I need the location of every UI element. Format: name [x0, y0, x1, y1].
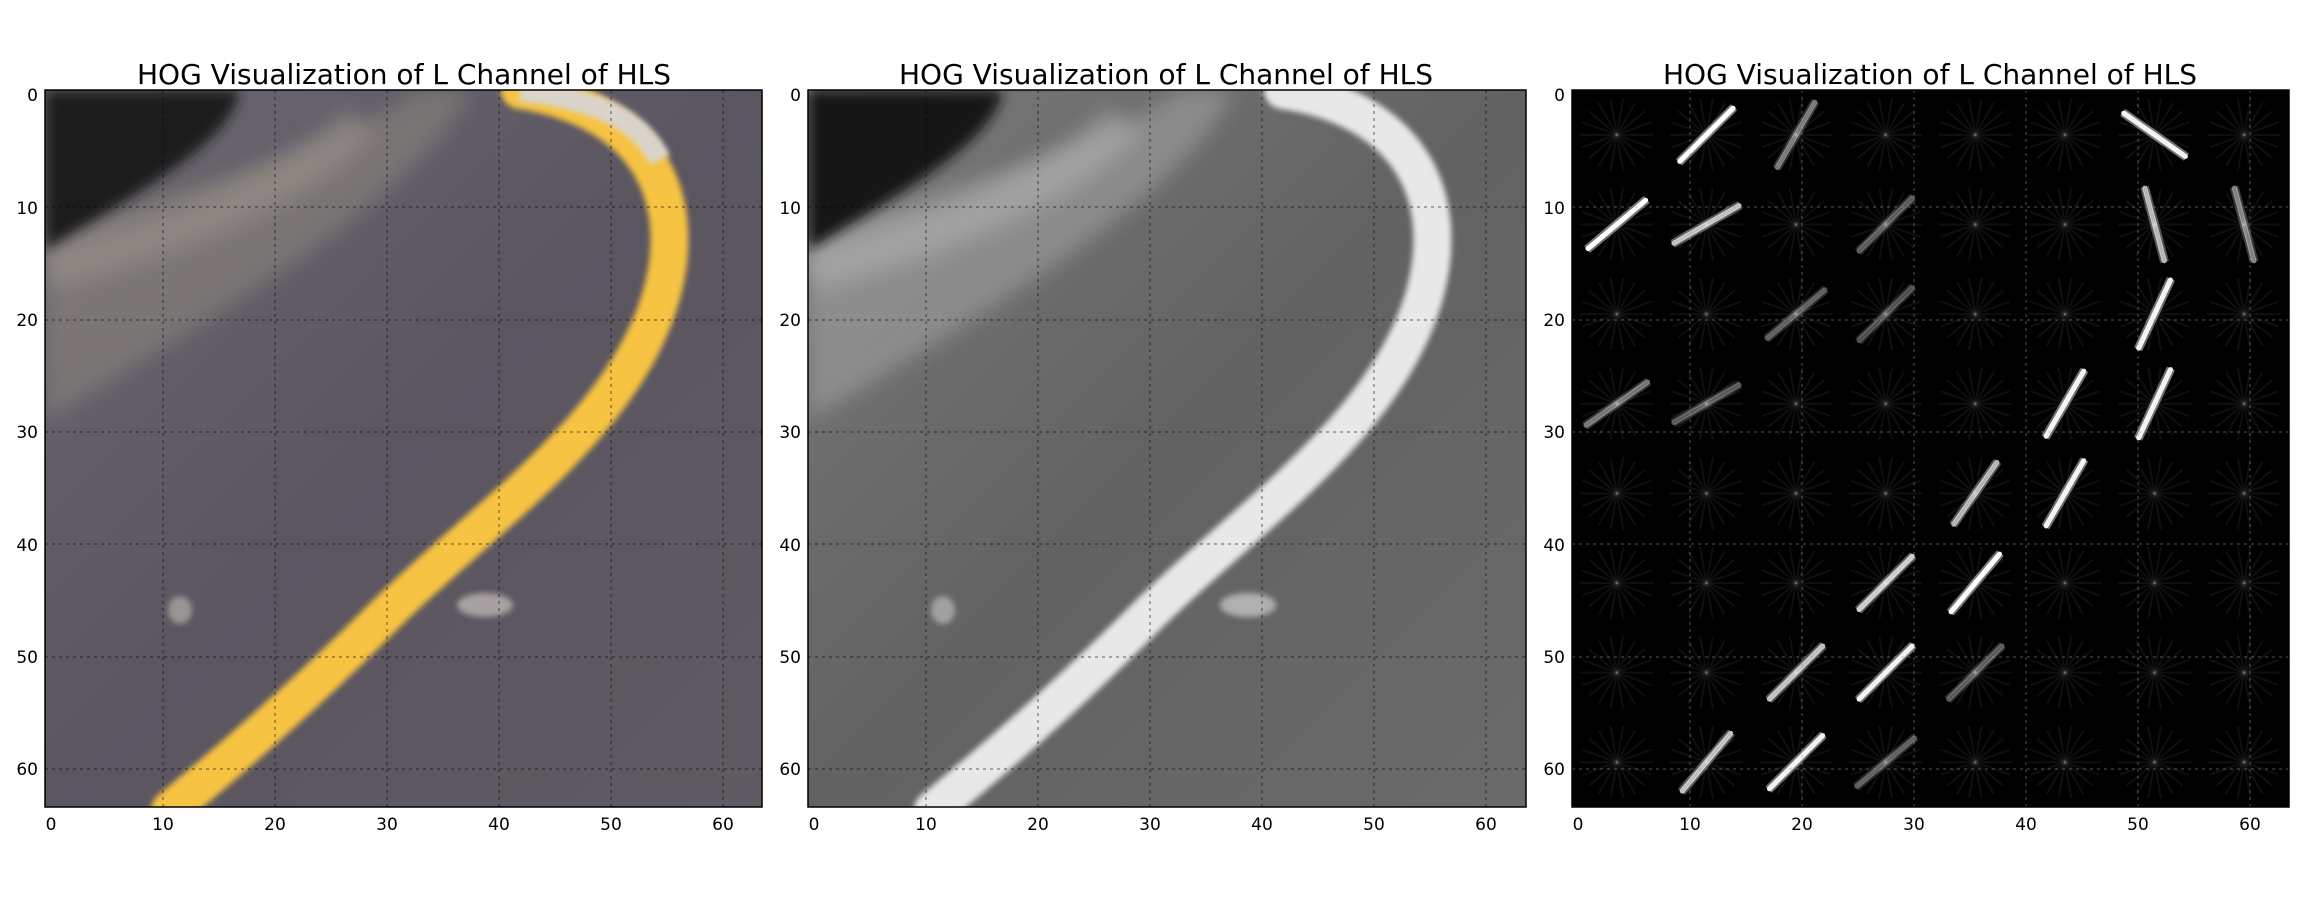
ytick: 40 [1543, 536, 1565, 556]
ytick: 0 [790, 86, 801, 106]
xtick: 10 [915, 815, 937, 835]
ytick: 10 [16, 199, 38, 219]
ytick: 30 [16, 423, 38, 443]
ytick: 60 [16, 760, 38, 780]
ytick: 30 [779, 423, 801, 443]
panel-3: HOG Visualization of L Channel of HLS 0 … [1543, 58, 2289, 835]
panel-1-yticks: 0 10 20 30 40 50 60 [16, 86, 38, 780]
ytick: 0 [27, 86, 38, 106]
ytick: 0 [1554, 86, 1565, 106]
ytick: 10 [779, 199, 801, 219]
ytick: 20 [1543, 311, 1565, 331]
xtick: 50 [1363, 815, 1385, 835]
panel-2-title: HOG Visualization of L Channel of HLS [899, 58, 1433, 91]
ytick: 30 [1543, 423, 1565, 443]
panel-3-yticks: 0 10 20 30 40 50 60 [1543, 86, 1565, 780]
ytick: 10 [1543, 199, 1565, 219]
xtick: 20 [264, 815, 286, 835]
xtick: 30 [376, 815, 398, 835]
xtick: 0 [809, 815, 820, 835]
panel-3-title: HOG Visualization of L Channel of HLS [1663, 58, 2197, 91]
xtick: 20 [1027, 815, 1049, 835]
xtick: 0 [46, 815, 57, 835]
panel-1: HOG Visualization of L Channel of HLS [16, 58, 762, 835]
ytick: 50 [16, 648, 38, 668]
ytick: 20 [16, 311, 38, 331]
panel-3-xticks: 0 10 20 30 40 50 60 [1573, 815, 2261, 835]
xtick: 50 [600, 815, 622, 835]
xtick: 40 [488, 815, 510, 835]
panel-2-yticks: 0 10 20 30 40 50 60 [779, 86, 801, 780]
panel-3-image [1572, 90, 2289, 807]
xtick: 40 [1251, 815, 1273, 835]
xtick: 60 [2239, 815, 2261, 835]
panel-1-xticks: 0 10 20 30 40 50 60 [46, 815, 734, 835]
panel-1-title: HOG Visualization of L Channel of HLS [137, 58, 671, 91]
xtick: 10 [1679, 815, 1701, 835]
xtick: 60 [1475, 815, 1497, 835]
panel-2: HOG Visualization of L Channel of HLS 0 … [779, 58, 1526, 835]
ytick: 50 [779, 648, 801, 668]
ytick: 60 [779, 760, 801, 780]
ytick: 60 [1543, 760, 1565, 780]
xtick: 30 [1903, 815, 1925, 835]
xtick: 60 [712, 815, 734, 835]
xtick: 30 [1139, 815, 1161, 835]
ytick: 20 [779, 311, 801, 331]
xtick: 40 [2015, 815, 2037, 835]
ytick: 40 [16, 536, 38, 556]
ytick: 50 [1543, 648, 1565, 668]
ytick: 40 [779, 536, 801, 556]
xtick: 50 [2127, 815, 2149, 835]
xtick: 20 [1791, 815, 1813, 835]
panel-2-xticks: 0 10 20 30 40 50 60 [809, 815, 1497, 835]
xtick: 10 [152, 815, 174, 835]
panel-1-image [45, 90, 762, 810]
xtick: 0 [1573, 815, 1584, 835]
panel-2-image [808, 90, 1526, 810]
